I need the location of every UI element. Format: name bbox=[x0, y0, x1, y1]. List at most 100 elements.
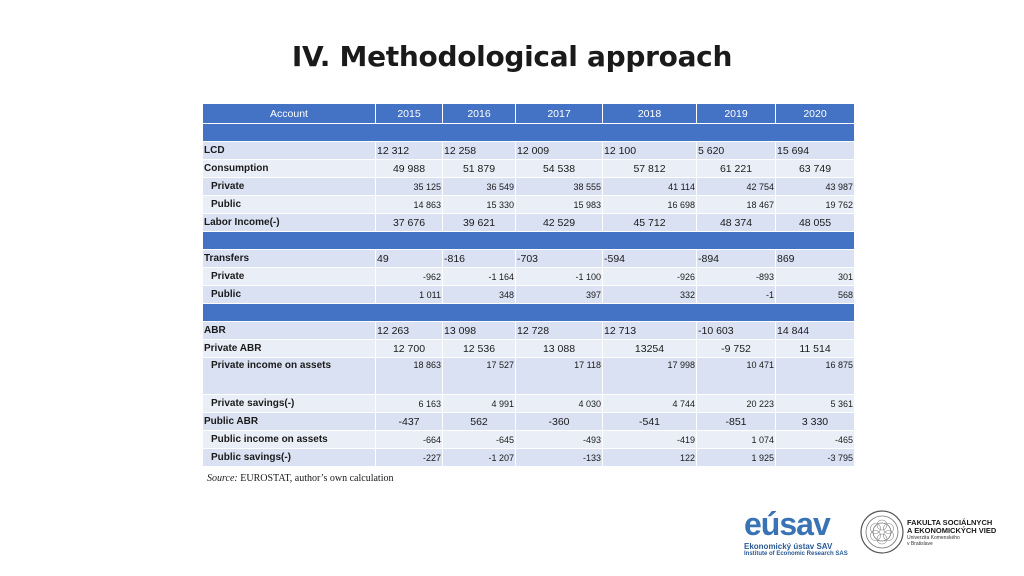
cell: 48 055 bbox=[775, 213, 855, 232]
cell: -1 207 bbox=[442, 448, 516, 467]
row-label: Private income on assets bbox=[202, 357, 376, 395]
cell: 348 bbox=[442, 285, 516, 304]
table-row-lcd: LCD 12 312 12 258 12 009 12 100 5 620 15… bbox=[202, 141, 855, 160]
row-label: Private bbox=[202, 267, 376, 286]
cell: 6 163 bbox=[375, 394, 443, 413]
cell: -816 bbox=[442, 249, 516, 268]
cell: -1 164 bbox=[442, 267, 516, 286]
row-label: ABR bbox=[202, 321, 376, 340]
cell: 397 bbox=[515, 285, 603, 304]
cell: 12 100 bbox=[602, 141, 697, 160]
cell: -926 bbox=[602, 267, 697, 286]
cell: -962 bbox=[375, 267, 443, 286]
faculty-line-4: v Bratislave bbox=[907, 541, 933, 547]
faculty-seal-icon bbox=[860, 510, 904, 554]
row-label: Transfers bbox=[202, 249, 376, 268]
row-label: Labor Income(-) bbox=[202, 213, 376, 232]
cell: 11 514 bbox=[775, 339, 855, 358]
cell: -493 bbox=[515, 430, 603, 449]
cell: 4 744 bbox=[602, 394, 697, 413]
cell: 1 074 bbox=[696, 430, 776, 449]
page-title: IV. Methodological approach bbox=[291, 40, 733, 73]
row-label: Private bbox=[202, 177, 376, 196]
cell: 15 330 bbox=[442, 195, 516, 214]
cell: -419 bbox=[602, 430, 697, 449]
cell: -465 bbox=[775, 430, 855, 449]
cell: 10 471 bbox=[696, 357, 776, 395]
header-account: Account bbox=[202, 103, 376, 124]
cell: 12 258 bbox=[442, 141, 516, 160]
cell: 35 125 bbox=[375, 177, 443, 196]
cell: 5 620 bbox=[696, 141, 776, 160]
cell: 869 bbox=[775, 249, 855, 268]
table-row-public-abr: Public ABR -437 562 -360 -541 -851 3 330 bbox=[202, 412, 855, 431]
header-2019: 2019 bbox=[696, 103, 776, 124]
cell: 57 812 bbox=[602, 159, 697, 178]
cell: -703 bbox=[515, 249, 603, 268]
cell: 15 694 bbox=[775, 141, 855, 160]
table-row-transfers: Transfers 49 -816 -703 -594 -894 869 bbox=[202, 249, 855, 268]
cell: 12 728 bbox=[515, 321, 603, 340]
cell: 14 863 bbox=[375, 195, 443, 214]
cell: -227 bbox=[375, 448, 443, 467]
separator-row bbox=[202, 303, 855, 322]
row-label: Private ABR bbox=[202, 339, 376, 358]
cell: -541 bbox=[602, 412, 697, 431]
table-row-public-income-on-assets: Public income on assets -664 -645 -493 -… bbox=[202, 430, 855, 449]
cell: 39 621 bbox=[442, 213, 516, 232]
cell: 12 263 bbox=[375, 321, 443, 340]
cell: 12 009 bbox=[515, 141, 603, 160]
cell: 4 991 bbox=[442, 394, 516, 413]
cell: 42 754 bbox=[696, 177, 776, 196]
header-2018: 2018 bbox=[602, 103, 697, 124]
faculty-logo: FAKULTA SOCIÁLNYCH A EKONOMICKÝCH VIED U… bbox=[907, 519, 1022, 548]
table-row-public-savings: Public savings(-) -227 -1 207 -133 122 1… bbox=[202, 448, 855, 467]
cell: 17 998 bbox=[602, 357, 697, 395]
cell: 12 713 bbox=[602, 321, 697, 340]
cell: 13 088 bbox=[515, 339, 603, 358]
table-row-private-income-on-assets: Private income on assets 18 863 17 527 1… bbox=[202, 357, 855, 395]
cell: -3 795 bbox=[775, 448, 855, 467]
header-2020: 2020 bbox=[775, 103, 855, 124]
cell: 18 863 bbox=[375, 357, 443, 395]
cell: 568 bbox=[775, 285, 855, 304]
table-row-consumption-private: Private 35 125 36 549 38 555 41 114 42 7… bbox=[202, 177, 855, 196]
cell: 301 bbox=[775, 267, 855, 286]
cell: 19 762 bbox=[775, 195, 855, 214]
cell: -133 bbox=[515, 448, 603, 467]
header-2016: 2016 bbox=[442, 103, 516, 124]
table-row-consumption: Consumption 49 988 51 879 54 538 57 812 … bbox=[202, 159, 855, 178]
row-label: Public income on assets bbox=[202, 430, 376, 449]
cell: 48 374 bbox=[696, 213, 776, 232]
cell: 16 875 bbox=[775, 357, 855, 395]
cell: 41 114 bbox=[602, 177, 697, 196]
source-text: EUROSTAT, author’s own calculation bbox=[240, 473, 394, 484]
cell: 332 bbox=[602, 285, 697, 304]
cell: 37 676 bbox=[375, 213, 443, 232]
row-label: Public bbox=[202, 285, 376, 304]
header-2015: 2015 bbox=[375, 103, 443, 124]
cell: -645 bbox=[442, 430, 516, 449]
accounts-table: Account 2015 2016 2017 2018 2019 2020 LC… bbox=[202, 103, 855, 467]
separator-row bbox=[202, 123, 855, 142]
esav-logo: eúsav Ekonomický ústav SAV Institute of … bbox=[744, 508, 854, 558]
source-label: Source: bbox=[207, 473, 238, 484]
cell: 61 221 bbox=[696, 159, 776, 178]
cell: 16 698 bbox=[602, 195, 697, 214]
cell: 45 712 bbox=[602, 213, 697, 232]
table-row-transfers-public: Public 1 011 348 397 332 -1 568 bbox=[202, 285, 855, 304]
cell: 51 879 bbox=[442, 159, 516, 178]
cell: 17 118 bbox=[515, 357, 603, 395]
cell: 1 925 bbox=[696, 448, 776, 467]
cell: 122 bbox=[602, 448, 697, 467]
cell: -851 bbox=[696, 412, 776, 431]
table-row-consumption-public: Public 14 863 15 330 15 983 16 698 18 46… bbox=[202, 195, 855, 214]
esav-line-1: Ekonomický ústav SAV bbox=[744, 542, 833, 551]
cell: 4 030 bbox=[515, 394, 603, 413]
cell: -664 bbox=[375, 430, 443, 449]
header-2017: 2017 bbox=[515, 103, 603, 124]
cell: 49 bbox=[375, 249, 443, 268]
table-row-labor-income: Labor Income(-) 37 676 39 621 42 529 45 … bbox=[202, 213, 855, 232]
cell: -437 bbox=[375, 412, 443, 431]
cell: -10 603 bbox=[696, 321, 776, 340]
